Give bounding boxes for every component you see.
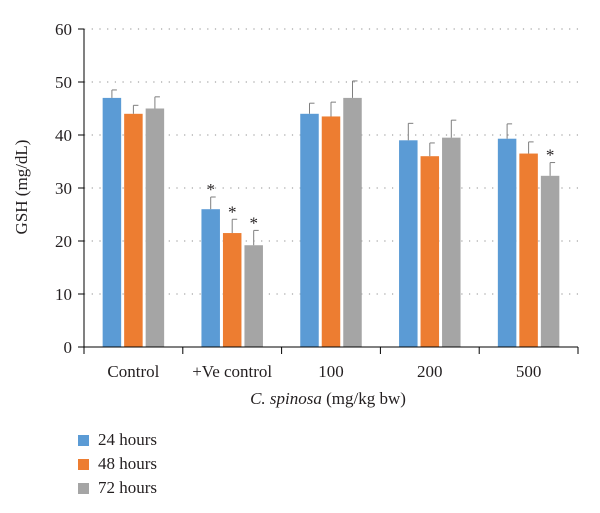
bar — [145, 108, 165, 347]
x-tick-label: 200 — [417, 362, 443, 381]
bar — [420, 156, 440, 347]
y-tick-label: 30 — [55, 179, 72, 198]
significance-asterisk: * — [546, 146, 555, 165]
x-tick-labels: Control +Ve control 100 200 500 — [107, 362, 541, 381]
y-tick-labels: 0 10 20 30 40 50 60 — [55, 20, 72, 357]
bar — [497, 138, 517, 347]
bar — [102, 97, 122, 348]
bar — [519, 153, 538, 347]
y-tick-label: 60 — [55, 20, 72, 39]
x-tick-label: Control — [107, 362, 159, 381]
bar — [222, 233, 242, 347]
y-tick-label: 10 — [55, 285, 72, 304]
legend-swatch — [78, 482, 89, 494]
bar — [442, 137, 461, 347]
x-axis-title-species: C. spinosa — [250, 389, 322, 408]
y-tick-label: 50 — [55, 73, 72, 92]
legend-item: 24 hours — [78, 428, 157, 452]
bar — [244, 245, 263, 347]
legend-label: 48 hours — [98, 454, 158, 473]
legend: 24 hours 48 hours 72 hours — [78, 428, 157, 500]
bar — [124, 113, 143, 347]
x-axis-title: C. spinosa (mg/kg bw) — [250, 389, 406, 408]
legend-swatch — [78, 434, 89, 446]
significance-asterisk: * — [206, 180, 215, 199]
legend-item: 72 hours — [78, 476, 157, 500]
bar — [540, 175, 560, 347]
x-tick-label: 500 — [516, 362, 542, 381]
bar — [399, 140, 418, 347]
significance-asterisk: * — [249, 213, 258, 232]
axes — [78, 28, 579, 354]
bar — [201, 209, 220, 347]
y-axis-title: GSH (mg/dL) — [12, 140, 31, 235]
significance-asterisk: * — [228, 202, 237, 221]
significance-marks: * * * * — [206, 146, 554, 233]
x-axis-title-units: (mg/kg bw) — [322, 389, 406, 408]
y-tick-label: 20 — [55, 232, 72, 251]
x-tick-label: 100 — [318, 362, 344, 381]
legend-label: 24 hours — [98, 430, 158, 449]
x-tick-label: +Ve control — [192, 362, 272, 381]
bar — [321, 116, 341, 347]
legend-item: 48 hours — [78, 452, 157, 476]
legend-label: 72 hours — [98, 478, 158, 497]
y-tick-label: 40 — [55, 126, 72, 145]
bars — [102, 97, 560, 348]
bar — [343, 97, 362, 348]
gsh-bar-chart: * * * * 0 10 20 30 40 50 60 Control +Ve control 100… — [12, 20, 579, 408]
error-bars — [111, 80, 556, 246]
legend-swatch — [78, 458, 89, 470]
bar — [300, 113, 319, 347]
y-tick-label: 0 — [64, 338, 73, 357]
